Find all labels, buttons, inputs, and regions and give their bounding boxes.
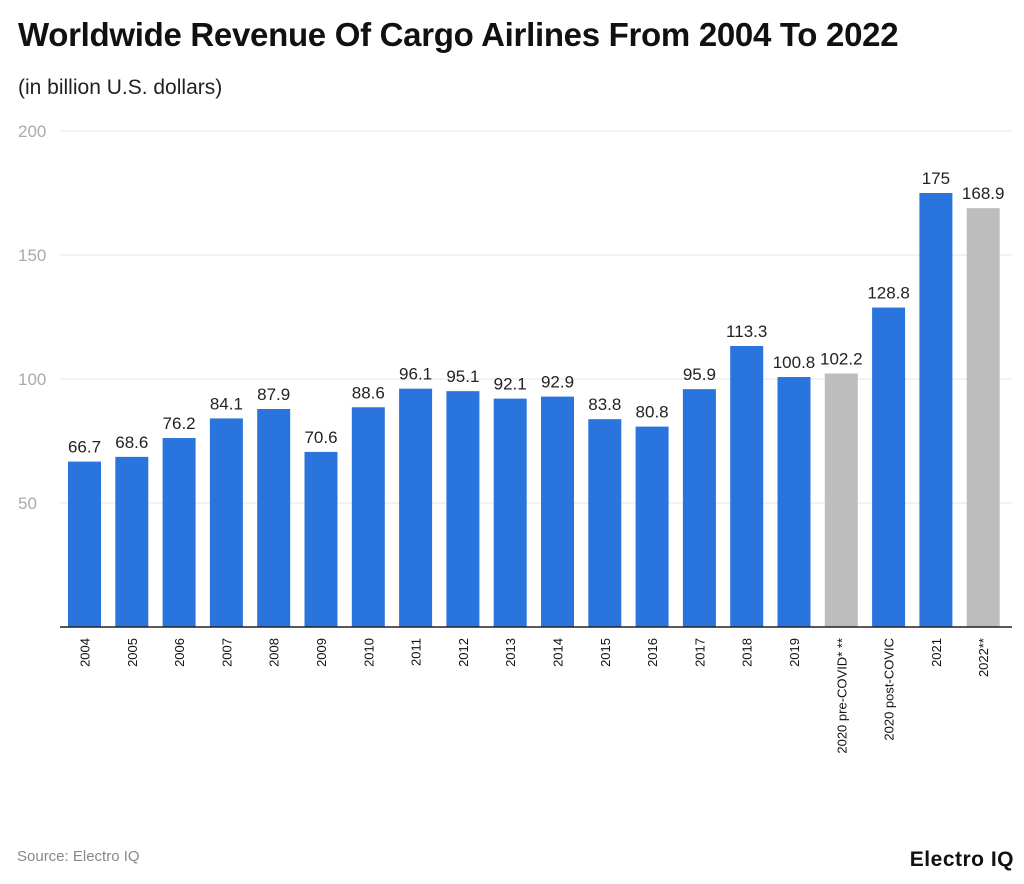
x-tick-label: 2005: [125, 638, 140, 667]
data-label: 92.1: [494, 375, 527, 394]
bar: [682, 389, 716, 627]
y-tick-label: 50: [18, 494, 37, 513]
chart-subtitle: (in billion U.S. dollars): [18, 76, 223, 99]
x-tick-label: 2018: [740, 638, 755, 667]
data-label: 128.8: [867, 284, 910, 303]
bar: [115, 456, 149, 627]
data-label: 88.6: [352, 383, 385, 402]
x-tick-label: 2017: [692, 638, 707, 667]
data-label: 175: [922, 169, 950, 188]
source-note: Source: Electro IQ: [17, 848, 140, 865]
x-tick-label: 2020 pre-COVID* **: [834, 638, 849, 754]
bar: [588, 419, 622, 627]
bar: [541, 396, 574, 627]
x-tick-label: 2014: [551, 638, 566, 667]
x-tick-label: 2009: [314, 638, 329, 667]
x-tick-label: 2012: [456, 638, 471, 667]
y-tick-label: 200: [18, 122, 46, 141]
data-label: 168.9: [962, 184, 1005, 203]
bar: [966, 208, 1000, 628]
x-tick-label: 2019: [787, 638, 802, 667]
data-label: 66.7: [68, 438, 101, 457]
bar: [919, 193, 953, 627]
data-label: 92.9: [541, 373, 574, 392]
bar: [824, 373, 858, 627]
x-tick-label: 2020 post-COVIC: [882, 638, 897, 741]
data-label: 76.2: [163, 414, 196, 433]
x-tick-label: 2008: [267, 638, 282, 667]
x-tick-label: 2021: [929, 638, 944, 667]
data-label: 102.2: [820, 350, 863, 369]
x-tick-label: 2010: [361, 638, 376, 667]
data-label: 95.1: [446, 367, 479, 386]
x-tick-label: 2013: [503, 638, 518, 667]
bar: [872, 307, 906, 627]
bar: [399, 388, 433, 627]
bar: [304, 451, 338, 627]
data-label: 87.9: [257, 385, 290, 404]
x-tick-label: 2004: [78, 638, 93, 667]
data-label: 96.1: [399, 365, 432, 384]
x-tick-label: 2006: [172, 638, 187, 667]
bar: [446, 391, 480, 627]
data-label: 80.8: [636, 403, 669, 422]
bar: [777, 377, 811, 627]
x-tick-label: 2011: [409, 638, 424, 666]
data-label: 68.6: [115, 433, 148, 452]
data-label: 70.6: [304, 428, 337, 447]
bar: [351, 407, 385, 627]
data-label: 113.3: [726, 322, 767, 341]
x-tick-label: 2022**: [976, 638, 991, 677]
data-label: 95.9: [683, 365, 716, 384]
bar: [635, 426, 669, 627]
data-label: 83.8: [588, 395, 621, 414]
bar: [209, 418, 243, 627]
bar: [68, 461, 101, 627]
x-tick-label: 2007: [219, 638, 234, 667]
y-tick-label: 100: [18, 370, 46, 389]
bar: [257, 409, 291, 627]
bar: [493, 398, 527, 627]
y-tick-label: 150: [18, 246, 46, 265]
x-tick-label: 2015: [598, 638, 613, 667]
data-label: 84.1: [210, 394, 243, 413]
chart-title: Worldwide Revenue Of Cargo Airlines From…: [18, 16, 899, 53]
brand-logo: Electro IQ: [909, 848, 1014, 871]
bar: [730, 346, 764, 627]
bar: [162, 438, 196, 627]
x-tick-label: 2016: [645, 638, 660, 667]
data-label: 100.8: [773, 353, 816, 372]
